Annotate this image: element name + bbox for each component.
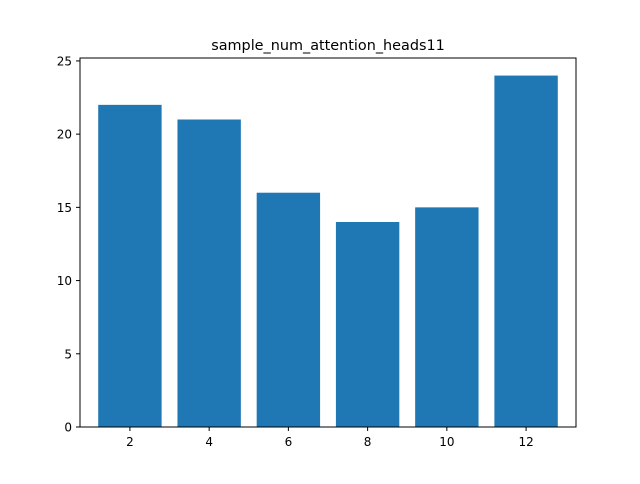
y-tick-label: 0	[64, 421, 72, 435]
x-tick-label: 6	[285, 435, 293, 449]
axes-frame	[79, 57, 577, 428]
x-tick-label: 8	[364, 435, 372, 449]
chart-title: sample_num_attention_heads11	[211, 38, 445, 54]
y-tick-label: 20	[57, 128, 72, 142]
x-tick-label: 4	[205, 435, 213, 449]
bar-12	[494, 75, 558, 427]
x-tick-label: 12	[518, 435, 533, 449]
bar-2	[98, 104, 162, 428]
y-tick-label: 10	[57, 274, 72, 288]
x-tick-label: 10	[439, 435, 454, 449]
y-tick-label: 25	[57, 54, 72, 68]
y-tick-label: 5	[64, 347, 72, 361]
y-tick-label: 15	[57, 201, 72, 215]
bar-4	[177, 119, 241, 427]
plot-area: 2 4 6 8 10 12 0 5 10 15 20 25	[57, 54, 577, 449]
bar-10	[415, 207, 479, 427]
bar-8	[335, 222, 400, 427]
x-tick-label: 2	[126, 435, 134, 449]
bar-6	[256, 192, 321, 427]
